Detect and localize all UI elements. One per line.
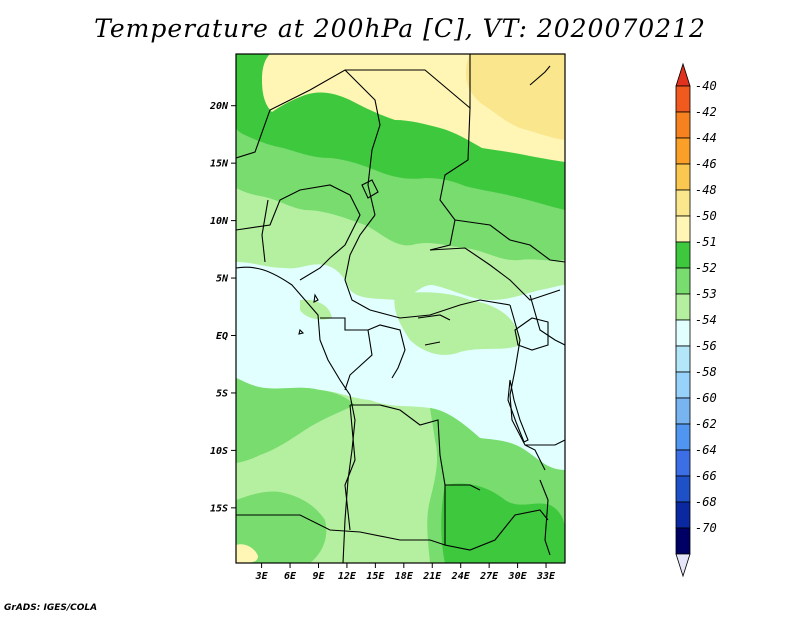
border-zambia [444, 485, 549, 551]
legend-label: -60 [695, 391, 717, 405]
legend-label: -44 [695, 131, 717, 145]
legend-swatch [675, 345, 691, 373]
temperature-field [236, 54, 565, 563]
border-sudan-south [454, 219, 565, 263]
border-car-cameroon [344, 214, 376, 311]
lat-tick-label: 10N [210, 216, 229, 227]
lon-tick-label: 24E [451, 571, 471, 582]
legend-min-arrow [675, 553, 691, 578]
longitude-axis: 3E 6E 9E 12E 15E 18E 21E 24E 27E 30E 33E [255, 563, 556, 582]
border-lake-victoria [514, 317, 549, 351]
map-title: Temperature at 200hPa [C], VT: 202007021… [94, 14, 706, 43]
map-frame [235, 53, 566, 564]
legend-swatch [675, 267, 691, 295]
lon-tick-label: 15E [366, 571, 385, 582]
latitude-axis: 20N 15N 10N 5N EQ 5S 10S 15S [209, 101, 236, 514]
legend-swatch [675, 397, 691, 425]
field-green-patch-1 [300, 299, 332, 320]
country-borders [236, 54, 565, 563]
legend-swatch [675, 319, 691, 347]
legend-label: -51 [695, 235, 717, 249]
legend-swatch [675, 137, 691, 165]
lon-tick-label: 12E [338, 571, 357, 582]
border-tanzania [525, 439, 565, 446]
legend-label: -48 [695, 183, 717, 197]
legend-label: -66 [695, 469, 717, 483]
legend-label: -56 [695, 339, 717, 353]
field-bright-green-se [441, 483, 565, 563]
legend-label: -40 [695, 79, 717, 93]
lat-tick-label: 15N [210, 159, 229, 170]
legend-swatch [675, 449, 691, 477]
border-south-sudan [429, 247, 561, 301]
legend-swatch [675, 215, 691, 243]
color-legend: -40 -42 -44 -46 -48 -50 -51 -52 -53 -54 -56 -58 -60 -… [675, 62, 717, 578]
border-gulf-guinea-islands [298, 293, 319, 335]
legend-label: -52 [695, 261, 717, 275]
legend-label: -64 [695, 443, 717, 457]
legend-swatch [675, 293, 691, 321]
border-lake-chad [361, 179, 379, 199]
lat-tick-label: 5S [216, 388, 228, 399]
border-angola-zambia [344, 404, 356, 531]
border-chad-sudan [429, 107, 471, 251]
lon-tick-label: 30E [508, 571, 528, 582]
border-lake-ne [417, 314, 451, 346]
legend-swatch [675, 189, 691, 217]
legend-swatch [675, 501, 691, 529]
legend-label: -54 [695, 313, 717, 327]
lon-tick-label: 33E [536, 571, 556, 582]
lat-tick-label: 15S [210, 503, 228, 514]
border-congo-drc [367, 324, 406, 379]
legend-label: -70 [695, 521, 717, 535]
legend-swatch [675, 475, 691, 503]
legend-swatch [675, 241, 691, 269]
lon-tick-label: 21E [422, 571, 442, 582]
border-malawi [539, 479, 551, 556]
legend-swatch [675, 111, 691, 139]
lat-tick-label: 10S [210, 446, 228, 457]
border-car-drc [369, 299, 511, 319]
field-medium-green-sw [236, 491, 327, 563]
legend-swatch [675, 423, 691, 451]
lat-tick-label: EQ [216, 331, 228, 342]
lat-tick-label: 5N [216, 274, 229, 285]
field-medium-green-south [236, 378, 355, 463]
field-yellow-sw [236, 544, 258, 563]
legend-label: -50 [695, 209, 717, 223]
border-niger-chad [344, 69, 381, 216]
border-coastline [236, 266, 356, 563]
lon-tick-label: 18E [395, 571, 414, 582]
field-green-patch-2 [394, 292, 520, 355]
border-angola-namibia [236, 514, 446, 546]
legend-label: -68 [695, 495, 717, 509]
legend-swatch [675, 371, 691, 399]
border-drc-angola [350, 404, 481, 491]
lon-tick-label: 27E [479, 571, 499, 582]
legend-label: -46 [695, 157, 717, 171]
legend-label: -53 [695, 287, 717, 301]
border-nigeria [236, 184, 361, 281]
lon-tick-label: 3E [255, 571, 269, 582]
legend-label: -58 [695, 365, 717, 379]
lon-tick-label: 9E [312, 571, 325, 582]
legend-swatch [675, 527, 691, 555]
legend-max-arrow [675, 62, 691, 87]
grads-credit: GrADS: IGES/COLA [4, 603, 98, 613]
border-lake-tanganyika [507, 379, 529, 443]
border-sinai [529, 65, 551, 86]
lon-tick-label: 6E [284, 571, 297, 582]
lat-tick-label: 20N [209, 101, 229, 112]
legend-label: -42 [695, 105, 717, 119]
legend-swatch [675, 85, 691, 113]
legend-swatch [675, 163, 691, 191]
border-benin-togo [261, 199, 269, 263]
legend-label: -62 [695, 417, 717, 431]
